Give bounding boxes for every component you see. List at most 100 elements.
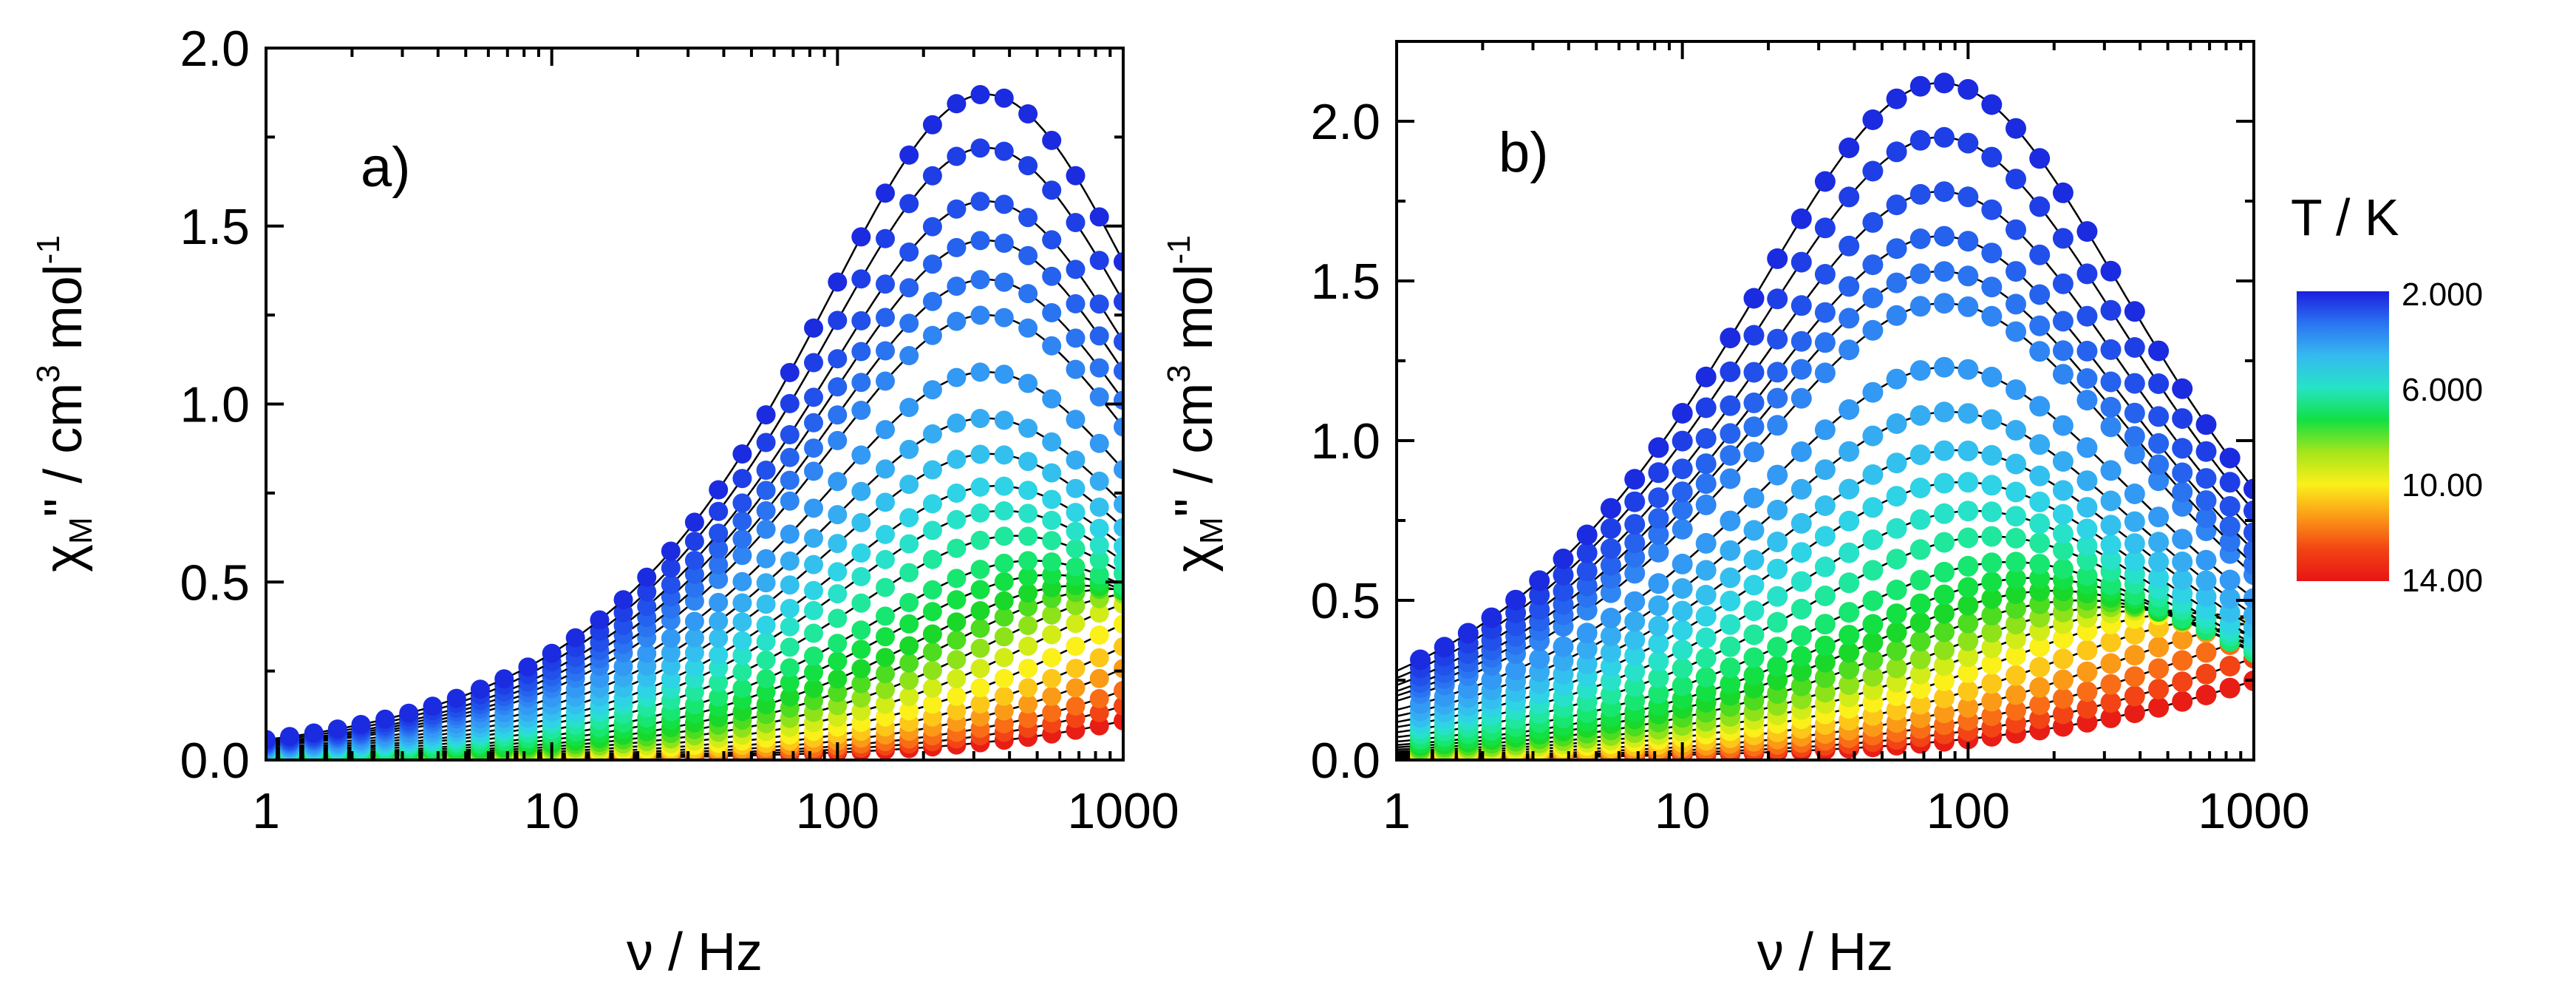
- point-a-T9-26: [876, 648, 895, 668]
- panel-label-a: a): [361, 136, 411, 199]
- y-axis-title-a: χM" / cm3 mol-1: [30, 235, 99, 572]
- point-b-T3-31: [2148, 406, 2170, 427]
- y-axis-title-a-sub: M: [63, 517, 99, 544]
- point-b-T9.5-19: [1862, 649, 1884, 671]
- point-b-T5.5-9: [1624, 611, 1646, 632]
- point-a-T3.5-31: [994, 234, 1014, 253]
- point-a-T8-23: [804, 646, 823, 666]
- point-b-T3.5-15: [1767, 362, 1788, 383]
- point-a-T4-28: [922, 291, 942, 311]
- point-b-T7-13: [1720, 614, 1741, 635]
- point-b-T5.5-33: [2195, 570, 2217, 591]
- point-a-T9.5-30: [970, 618, 990, 638]
- point-b-T10.5-23: [1957, 646, 1979, 668]
- point-b-T2.5-18: [1839, 186, 1860, 208]
- point-b-T7-26: [2029, 513, 2051, 535]
- point-a-T3.5-30: [970, 231, 990, 251]
- point-a-T9-31: [994, 591, 1014, 611]
- point-b-T4.5-11: [1672, 518, 1693, 540]
- point-b-T6.5-19: [1862, 497, 1884, 518]
- point-b-T5.5-10: [1648, 595, 1669, 617]
- point-a-T3-22: [780, 425, 800, 444]
- point-b-T11-25: [2006, 645, 2026, 666]
- point-a-T2-23: [804, 318, 823, 338]
- point-b-T8.5-25: [2006, 568, 2026, 589]
- point-b-T5.5-32: [2172, 552, 2193, 572]
- x-tick-label-b: 100: [1926, 783, 2010, 839]
- point-b-T5.5-8: [1600, 625, 1621, 647]
- point-b-T7-27: [2052, 523, 2074, 544]
- point-a-T12.5-35: [1089, 689, 1109, 708]
- point-b-T3.5-25: [2006, 261, 2026, 282]
- colorbar-gradient: [2297, 291, 2389, 581]
- point-b-T9.5-22: [1934, 621, 1955, 642]
- point-b-T8.5-12: [1695, 681, 1717, 702]
- point-b-T5-32: [2172, 529, 2193, 550]
- point-b-T4.5-32: [2172, 495, 2193, 517]
- point-a-T5.5-34: [1066, 450, 1086, 470]
- point-a-T8.5-28: [922, 602, 942, 622]
- point-b-T2.5-33: [2195, 441, 2217, 462]
- point-b-T7-15: [1767, 586, 1788, 607]
- point-a-T8.5-29: [947, 590, 967, 610]
- point-b-T11.5-29: [2100, 631, 2122, 653]
- point-a-T3.5-24: [828, 377, 848, 397]
- point-a-T2.5-18: [684, 532, 704, 552]
- point-b-T8-28: [2076, 566, 2098, 586]
- point-b-T3-7: [1576, 560, 1598, 582]
- point-b-T14-31: [2148, 696, 2170, 718]
- point-a-T2-26: [876, 183, 895, 203]
- point-b-T2-14: [1743, 288, 1765, 309]
- point-b-T10.5-20: [1886, 671, 1907, 693]
- point-a-T8.5-24: [828, 651, 848, 671]
- point-a-T5.5-30: [970, 409, 990, 428]
- y-tick-label-a: 0.0: [180, 733, 250, 789]
- point-a-T7-23: [804, 600, 823, 620]
- point-a-T2.5-22: [780, 393, 800, 413]
- point-b-T3-21: [1909, 183, 1931, 205]
- point-a-T3-23: [804, 387, 823, 407]
- point-a-T6.5-28: [922, 494, 942, 514]
- point-b-T5-17: [1814, 419, 1836, 441]
- point-b-T2.5-31: [2148, 373, 2170, 394]
- point-a-T9.5-28: [922, 642, 942, 662]
- point-a-T4-20: [732, 529, 752, 549]
- point-a-T2-35: [1089, 207, 1109, 227]
- point-a-T3.5-25: [851, 342, 871, 362]
- point-b-T3-13: [1720, 395, 1741, 416]
- point-b-T5.5-22: [1934, 401, 1955, 423]
- point-a-T6-23: [804, 554, 823, 574]
- point-b-T7.5-9: [1624, 676, 1646, 697]
- point-a-T7-34: [1066, 521, 1086, 541]
- point-a-T2-31: [994, 88, 1014, 108]
- point-a-T2-9: [470, 679, 490, 699]
- point-b-T8.5-18: [1839, 625, 1860, 646]
- point-b-T8.5-15: [1767, 656, 1788, 677]
- point-b-T2.5-15: [1767, 288, 1788, 310]
- point-b-T7.5-21: [1909, 539, 1931, 560]
- point-a-T6.5-29: [947, 484, 967, 503]
- point-a-T2-3: [327, 719, 347, 739]
- point-a-T6-32: [1018, 452, 1038, 472]
- point-a-T11-28: [922, 694, 942, 714]
- point-a-T3.5-28: [922, 254, 942, 274]
- point-a-T4-27: [899, 313, 919, 333]
- point-b-T6.5-28: [2076, 518, 2098, 540]
- point-a-T3-33: [1042, 230, 1062, 250]
- point-a-T8-28: [922, 580, 942, 600]
- axis-ticks-b: 1 10 100 1000 0.0 0.5 1.0 1.5 2.0: [1310, 41, 2310, 839]
- point-a-T3-24: [828, 349, 848, 369]
- point-a-T7.5-31: [994, 526, 1014, 546]
- point-a-T2.5-35: [1089, 251, 1109, 271]
- point-b-T9.5-23: [1957, 612, 1979, 634]
- point-b-T7-18: [1839, 542, 1860, 563]
- point-b-T6.5-10: [1648, 633, 1669, 654]
- point-a-T3-31: [994, 194, 1014, 214]
- point-b-T4.5-12: [1695, 494, 1717, 515]
- point-a-T9-23: [804, 679, 823, 699]
- point-b-T8-13: [1720, 657, 1741, 679]
- point-b-T5-34: [2219, 569, 2241, 591]
- point-b-T4-9: [1624, 546, 1646, 568]
- point-b-T3.5-24: [1981, 242, 2003, 264]
- point-a-T9.5-25: [851, 674, 871, 693]
